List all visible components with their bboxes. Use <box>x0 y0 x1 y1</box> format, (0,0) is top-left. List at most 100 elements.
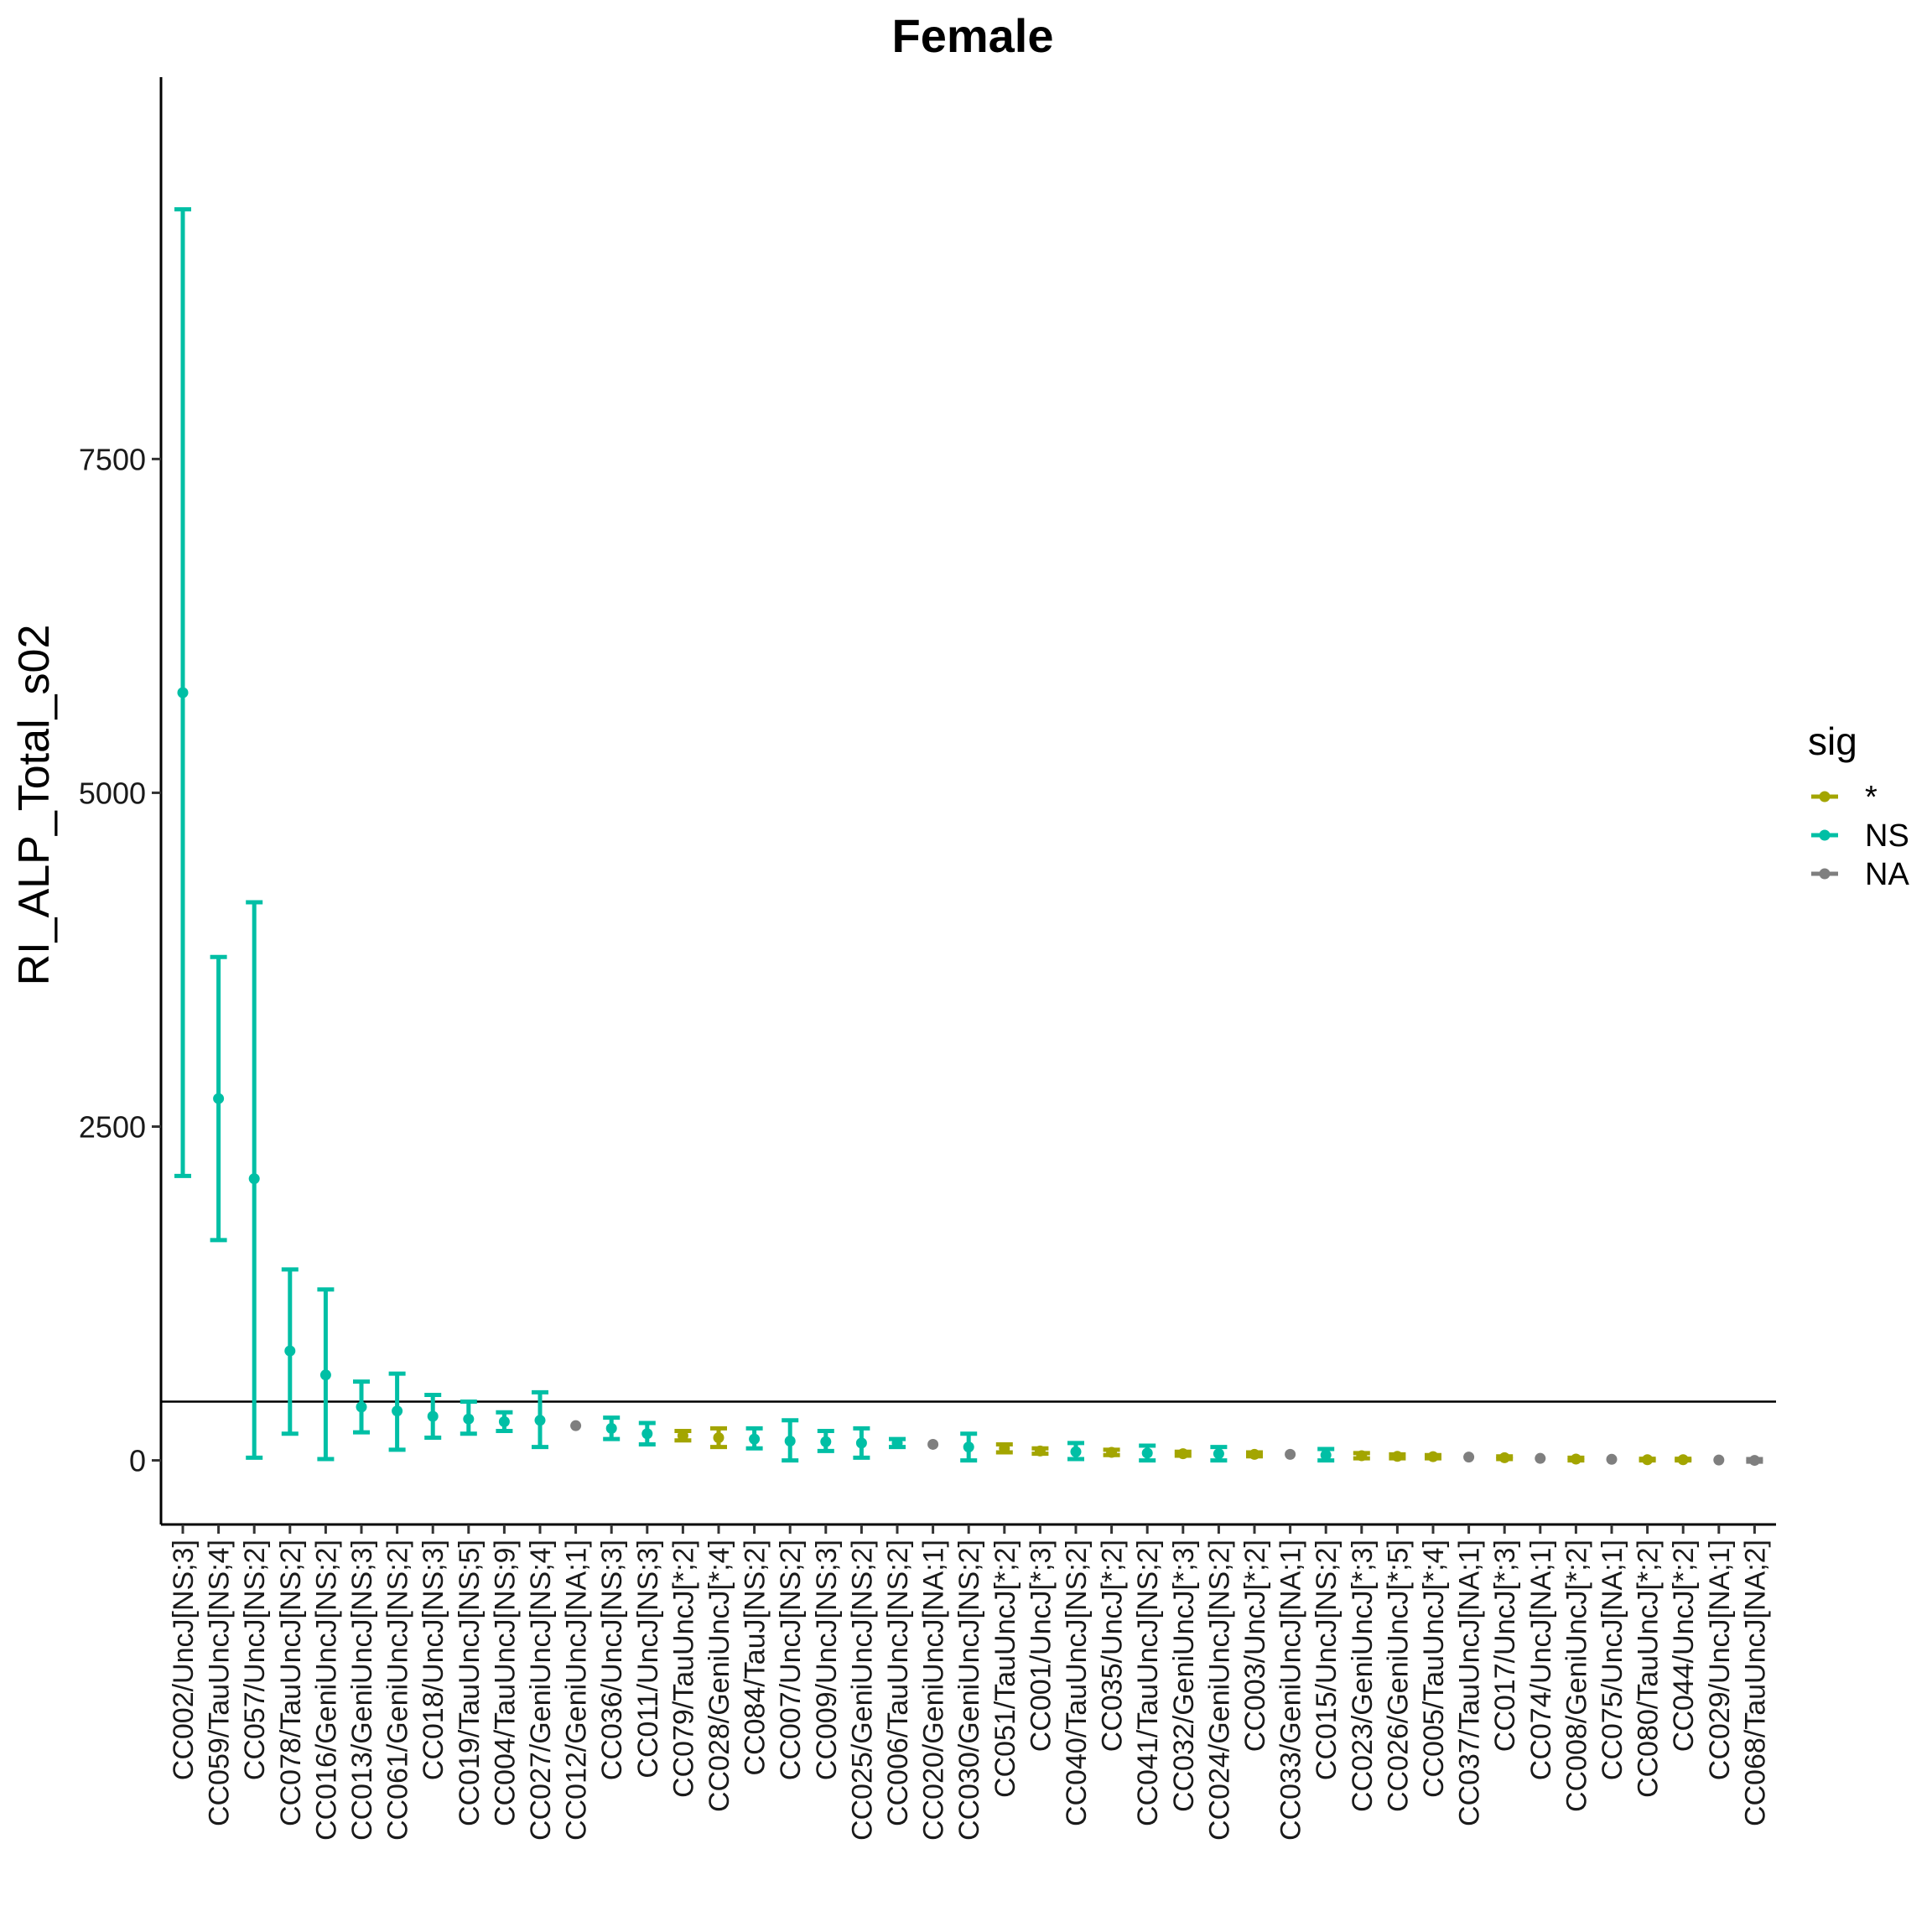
legend-label: NA <box>1865 857 1909 892</box>
legend-title: sig <box>1808 719 1857 763</box>
x-tick-label: CC041/TauUncJ[NS;2] <box>1132 1540 1164 1826</box>
x-tick-label: CC026/GeniUncJ[*;5] <box>1382 1540 1414 1812</box>
y-tick-label: 0 <box>129 1444 146 1478</box>
y-tick-label: 2500 <box>79 1110 146 1145</box>
x-tick-label: CC030/GeniUncJ[NS;2] <box>953 1540 985 1841</box>
x-tick-label: CC019/TauUncJ[NS;5] <box>454 1540 486 1826</box>
plot-area <box>159 77 1776 1526</box>
data-point <box>1249 1448 1260 1460</box>
data-point <box>1070 1446 1082 1457</box>
x-tick-label: CC025/GeniUncJ[NS;2] <box>846 1540 878 1841</box>
x-tick-label: CC018/UncJ[NS;3] <box>418 1540 449 1780</box>
x-tick-label: CC027/GeniUncJ[NS;4] <box>525 1540 557 1841</box>
data-point <box>641 1428 653 1440</box>
legend-swatch-dot <box>1819 868 1831 880</box>
x-tick-label: CC059/TauUncJ[NS;4] <box>204 1540 236 1826</box>
x-tick-label: CC037/TauUncJ[NA;1] <box>1454 1540 1486 1826</box>
x-tick-label: CC078/TauUncJ[NS;2] <box>275 1540 307 1826</box>
data-point <box>820 1436 832 1447</box>
data-point <box>999 1442 1010 1454</box>
data-point <box>177 687 189 699</box>
data-point <box>356 1401 367 1413</box>
data-point <box>1106 1446 1118 1458</box>
data-point <box>213 1093 225 1104</box>
legend-label: * <box>1865 780 1877 815</box>
data-point <box>1427 1451 1439 1462</box>
legend-label: NS <box>1865 818 1909 854</box>
data-point <box>284 1345 296 1357</box>
data-point <box>570 1420 582 1431</box>
x-tick-label: CC024/GeniUncJ[NS;2] <box>1203 1540 1235 1841</box>
data-point <box>784 1435 796 1446</box>
chart-title: Female <box>892 9 1054 62</box>
x-tick-label: CC017/UncJ[*;3] <box>1489 1540 1521 1752</box>
data-point <box>319 1369 331 1381</box>
x-tick-label: CC051/TauUncJ[*;2] <box>989 1540 1021 1798</box>
y-tick-label: 7500 <box>79 442 146 476</box>
x-tick-label: CC002/UncJ[NS;3] <box>168 1540 200 1780</box>
x-tick-label: CC080/TauUncJ[*;2] <box>1633 1540 1665 1798</box>
data-point <box>891 1437 903 1449</box>
y-axis-label: RI_ALP_Total_s02 <box>10 625 59 986</box>
data-point <box>1356 1450 1368 1462</box>
x-tick-label: CC036/UncJ[NS;3] <box>596 1540 628 1780</box>
x-tick-label: CC032/GeniUncJ[*;3] <box>1168 1540 1200 1812</box>
data-point <box>1570 1453 1581 1465</box>
data-point <box>963 1441 974 1453</box>
data-point <box>392 1405 403 1417</box>
x-axis-ticks: CC002/UncJ[NS;3] CC059/TauUncJ[NS;4] CC057… <box>168 1524 1771 1841</box>
x-tick-label: CC005/TauUncJ[*;4] <box>1418 1540 1450 1798</box>
x-tick-label: CC035/UncJ[*;2] <box>1097 1540 1129 1752</box>
x-tick-label: CC015/UncJ[NS;2] <box>1311 1540 1343 1780</box>
x-tick-label: CC011/UncJ[NS;3] <box>632 1540 664 1779</box>
data-point <box>463 1413 475 1425</box>
x-tick-label: CC074/UncJ[NA;1] <box>1525 1540 1557 1780</box>
data-point <box>1177 1448 1189 1460</box>
x-tick-label: CC012/GeniUncJ[NA;1] <box>561 1540 593 1841</box>
x-tick-label: CC004/TauUncJ[NS;9] <box>489 1540 521 1826</box>
x-tick-label: CC079/TauUncJ[*;2] <box>667 1540 699 1798</box>
data-point <box>605 1422 617 1434</box>
legend-swatch-dot <box>1819 791 1831 802</box>
data-point <box>1535 1452 1546 1464</box>
legend-swatch-dot <box>1819 829 1831 841</box>
data-point <box>1141 1447 1153 1459</box>
data-point <box>1463 1452 1475 1463</box>
data-point <box>677 1430 688 1441</box>
x-tick-label: CC084/TauJ[NS;2] <box>740 1540 771 1776</box>
x-tick-label: CC013/GeniUncJ[NS;3] <box>346 1540 378 1841</box>
y-axis-ticks: 0 2500 5000 7500 <box>79 442 161 1478</box>
x-tick-label: CC044/UncJ[*;2] <box>1668 1540 1700 1752</box>
data-point <box>855 1437 867 1449</box>
data-point <box>1748 1455 1760 1467</box>
x-tick-label: CC007/UncJ[NS;2] <box>775 1540 807 1780</box>
data-point <box>1034 1445 1046 1457</box>
x-tick-label: CC003/UncJ[*;2] <box>1239 1540 1271 1752</box>
data-point <box>1713 1454 1725 1466</box>
data-point <box>534 1415 546 1426</box>
data-point <box>1498 1452 1510 1463</box>
data-point <box>427 1410 439 1422</box>
x-tick-label: CC016/GeniUncJ[NS;2] <box>310 1540 342 1841</box>
data-point <box>1642 1454 1654 1466</box>
x-tick-label: CC008/GeniUncJ[*;2] <box>1561 1540 1592 1812</box>
data-point <box>1391 1451 1403 1462</box>
data-point <box>713 1432 724 1444</box>
y-tick-label: 5000 <box>79 776 146 810</box>
x-tick-label: CC009/UncJ[NS;3] <box>811 1540 843 1780</box>
x-tick-label: CC029/UncJ[NA;1] <box>1704 1540 1736 1780</box>
x-tick-label: CC023/GeniUncJ[*;3] <box>1347 1540 1379 1812</box>
x-tick-label: CC033/GeniUncJ[NA;1] <box>1275 1540 1307 1841</box>
data-point <box>1320 1449 1332 1461</box>
data-point <box>1213 1448 1224 1460</box>
data-point <box>927 1438 939 1450</box>
data-point <box>498 1415 510 1427</box>
data-point <box>1285 1448 1296 1460</box>
x-tick-label: CC028/GeniUncJ[*;4] <box>704 1540 735 1812</box>
x-tick-label: CC068/TauUncJ[NA;2] <box>1739 1540 1771 1826</box>
data-point <box>749 1433 761 1445</box>
x-tick-label: CC040/TauUncJ[NS;2] <box>1061 1540 1093 1826</box>
data-point <box>1677 1454 1689 1466</box>
